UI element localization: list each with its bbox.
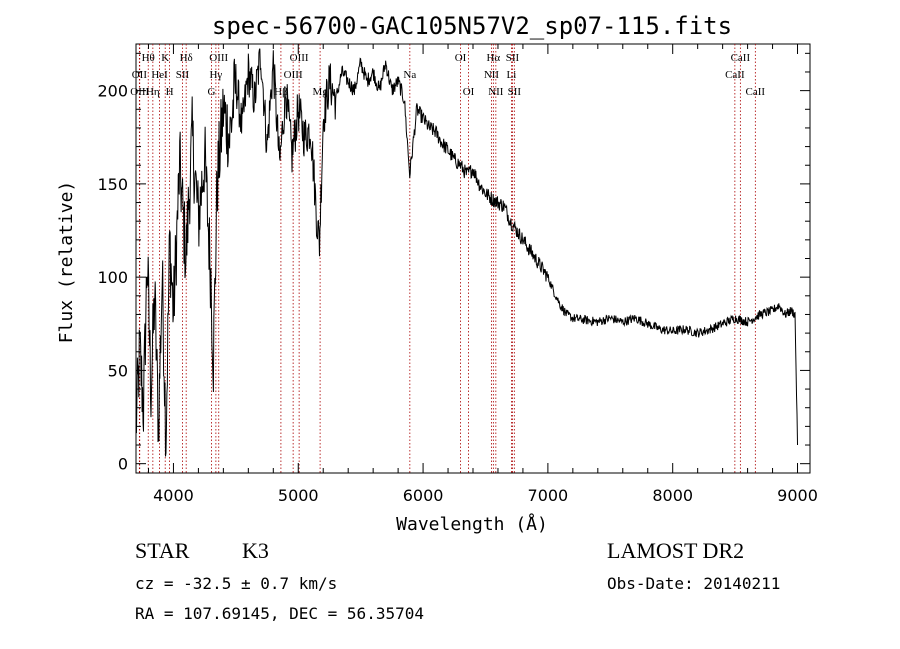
subclass-label: K3	[242, 538, 269, 563]
line-label: CaII	[746, 86, 766, 98]
coords-label: RA = 107.69145, DEC = 56.35704	[135, 604, 424, 623]
line-label: SII	[508, 86, 522, 98]
y-tick-label: 50	[108, 361, 128, 380]
line-label: CaII	[725, 69, 745, 81]
x-tick-label: 6000	[403, 486, 444, 505]
obs-date-label: Obs-Date: 20140211	[607, 574, 781, 593]
line-label: OI	[455, 52, 467, 64]
line-label: OIII	[130, 86, 149, 98]
line-label: Li	[507, 69, 517, 81]
line-label: Na	[403, 69, 416, 81]
line-label: NII	[484, 69, 500, 81]
class-label: STAR	[135, 538, 190, 563]
line-label: HeI	[151, 69, 168, 81]
y-tick-label: 150	[97, 175, 128, 194]
line-label: OIII	[284, 69, 303, 81]
line-label: OIII	[290, 52, 309, 64]
line-label: Hδ	[180, 52, 193, 64]
x-tick-label: 9000	[777, 486, 818, 505]
y-tick-label: 200	[97, 82, 128, 101]
line-markers	[138, 44, 756, 473]
axes: 4000 5000 6000 7000 8000 9000 0 50 100 150 200	[97, 44, 818, 505]
chart-title: spec-56700-GAC105N57V2_sp07-115.fits	[212, 12, 732, 40]
x-tick-label: 8000	[652, 486, 693, 505]
x-tick-label: 5000	[278, 486, 319, 505]
line-label: OII	[132, 69, 148, 81]
line-label: Hγ	[209, 69, 222, 81]
line-label: Hθ	[142, 52, 155, 64]
x-axis-label: Wavelength (Å)	[396, 513, 548, 535]
line-label: G	[208, 86, 216, 98]
line-label: SII	[176, 69, 190, 81]
line-label: SII	[506, 52, 520, 64]
redshift-label: cz = -32.5 ± 0.7 km/s	[135, 574, 338, 593]
line-labels: OIIOIIIHθHηHeIKHSIIHδGHγOIIIHβOIIIOIIIMg…	[130, 52, 765, 98]
line-label: Hη	[146, 86, 160, 98]
line-label: H	[166, 86, 174, 98]
x-tick-label: 7000	[528, 486, 569, 505]
line-label: CaII	[731, 52, 751, 64]
survey-label: LAMOST DR2	[607, 538, 745, 563]
spectrum-line	[135, 48, 799, 457]
y-tick-label: 100	[97, 268, 128, 287]
line-label: Mg	[312, 86, 328, 98]
line-label: OIII	[209, 52, 228, 64]
y-axis-label: Flux (relative)	[56, 181, 77, 344]
line-label: Hα	[486, 52, 500, 64]
x-tick-label: 4000	[153, 486, 194, 505]
line-label: NII	[488, 86, 504, 98]
y-tick-label: 0	[118, 455, 128, 474]
line-label: K	[161, 52, 169, 64]
line-label: OI	[463, 86, 475, 98]
